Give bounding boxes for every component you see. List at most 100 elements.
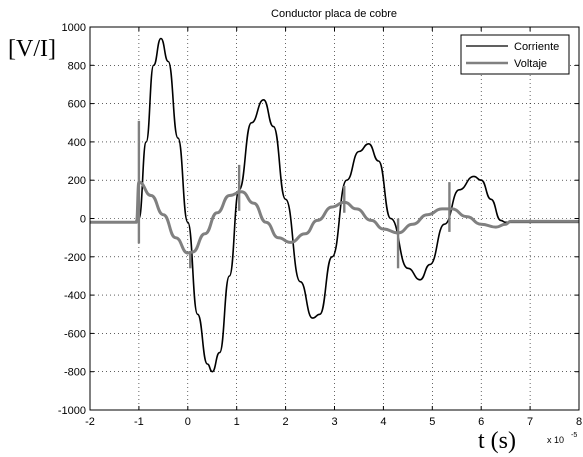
data-point-voltaje	[187, 252, 189, 254]
data-point-voltaje	[383, 228, 384, 230]
data-point-voltaje	[253, 202, 255, 204]
series-line-voltaje	[90, 180, 579, 255]
series-layer	[89, 37, 580, 373]
y-tick-label: 200	[68, 175, 86, 187]
x-tick-label: 2	[283, 416, 289, 428]
data-point-corriente	[419, 279, 421, 281]
data-point-corriente	[368, 143, 370, 145]
data-point-voltaje	[316, 220, 318, 221]
data-point-corriente	[473, 175, 475, 177]
x-tick-label: 3	[331, 416, 337, 428]
data-point-corriente	[505, 221, 507, 223]
data-point-voltaje	[150, 195, 152, 196]
data-point-corriente	[312, 317, 313, 319]
legend-label-corriente: Corriente	[514, 41, 559, 53]
x-axis-exponent-label: x 10	[547, 435, 564, 445]
data-point-corriente	[378, 160, 379, 162]
y-tick-label: -800	[64, 367, 86, 379]
data-point-corriente	[211, 371, 213, 373]
data-point-corriente	[480, 179, 482, 181]
y-tick-label: -400	[64, 290, 86, 302]
data-point-voltaje	[162, 214, 164, 216]
chart-title: Conductor placa de cobre	[271, 8, 397, 20]
data-point-voltaje	[510, 220, 511, 222]
data-point-voltaje	[277, 237, 279, 239]
data-point-corriente	[206, 363, 208, 365]
data-point-corriente	[458, 189, 460, 191]
data-point-voltaje	[175, 237, 176, 239]
y-tick-label: -600	[64, 328, 86, 340]
data-point-corriente	[228, 275, 230, 277]
data-point-corriente	[429, 264, 431, 265]
x-axis-label: t (s)	[478, 428, 516, 454]
x-tick-label: 6	[478, 416, 484, 428]
data-point-voltaje	[241, 191, 242, 193]
data-point-voltaje	[495, 226, 497, 228]
data-point-corriente	[197, 313, 198, 315]
data-point-corriente	[346, 179, 348, 181]
legend: Corriente Voltaje	[460, 34, 570, 75]
data-point-voltaje	[356, 208, 357, 210]
x-tick-label: 4	[380, 416, 386, 428]
x-tick-label: -1	[134, 416, 144, 428]
data-point-voltaje	[304, 233, 306, 235]
data-point-corriente	[153, 64, 154, 66]
x-tick-label: 1	[234, 416, 240, 428]
data-point-voltaje	[441, 208, 443, 210]
y-tick-label: 600	[68, 99, 86, 111]
data-point-corriente	[319, 313, 321, 315]
data-point-voltaje	[290, 242, 291, 243]
data-point-voltaje	[192, 251, 194, 253]
data-point-voltaje	[216, 212, 218, 214]
grid-lines	[90, 27, 579, 410]
x-axis-exponent-power: -5	[571, 432, 577, 439]
y-axis-ticks: -1000 -800 -600 -400 -200 0 200 400 600 800 1000	[58, 22, 579, 417]
x-tick-label: 8	[576, 416, 582, 428]
data-point-corriente	[490, 198, 492, 200]
data-point-corriente	[167, 61, 169, 62]
data-point-corriente	[500, 220, 502, 221]
data-point-corriente	[285, 198, 286, 200]
data-point-voltaje	[370, 220, 372, 221]
y-axis-label: [V/I]	[8, 36, 56, 62]
data-point-corriente	[187, 221, 189, 223]
legend-label-voltaje: Voltaje	[514, 58, 547, 70]
data-point-voltaje	[451, 208, 453, 210]
data-point-voltaje	[505, 223, 507, 225]
data-point-corriente	[160, 38, 162, 39]
data-point-voltaje	[427, 214, 428, 216]
data-point-corriente	[177, 137, 179, 139]
data-point-corriente	[299, 281, 301, 283]
y-tick-label: 400	[68, 137, 86, 149]
data-point-voltaje	[331, 206, 333, 208]
y-tick-label: 800	[68, 60, 86, 72]
data-point-voltaje	[265, 221, 267, 223]
data-point-corriente	[358, 151, 360, 152]
data-point-corriente	[263, 99, 264, 101]
x-axis-ticks: -2 -1 0 1 2 3 4 5 6 7 8	[85, 27, 582, 428]
data-point-corriente	[219, 352, 220, 353]
data-point-corriente	[272, 126, 274, 127]
x-tick-label: 7	[527, 416, 533, 428]
x-tick-label: 5	[429, 416, 435, 428]
data-point-corriente	[407, 267, 409, 269]
x-tick-label: 0	[185, 416, 191, 428]
data-point-voltaje	[480, 223, 482, 225]
data-point-corriente	[444, 223, 445, 225]
y-tick-label: 1000	[62, 22, 86, 34]
data-point-corriente	[250, 122, 252, 124]
data-point-voltaje	[204, 233, 206, 235]
x-tick-label: -2	[85, 416, 95, 428]
data-point-voltaje	[228, 195, 230, 196]
data-point-corriente	[390, 218, 392, 219]
y-tick-label: -1000	[58, 405, 86, 417]
data-point-voltaje	[466, 216, 467, 217]
data-point-corriente	[145, 141, 147, 143]
legend-box	[460, 34, 570, 75]
data-point-voltaje	[136, 221, 137, 223]
y-tick-label: 0	[80, 214, 86, 226]
y-tick-label: -200	[64, 252, 86, 264]
data-point-corriente	[331, 256, 333, 258]
data-point-voltaje	[412, 223, 414, 225]
